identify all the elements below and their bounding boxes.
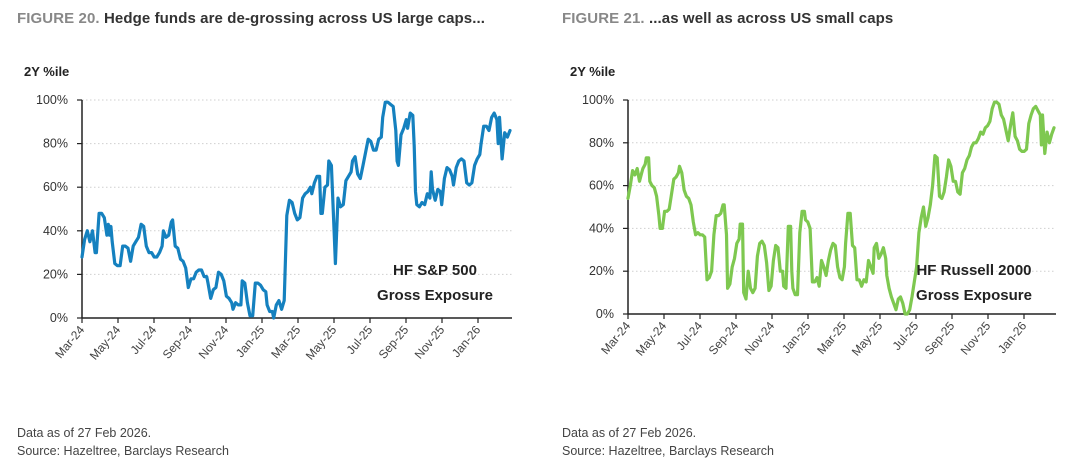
x-tick-label: Jul-24 — [674, 319, 706, 353]
y-tick-label: 60% — [43, 180, 68, 194]
y-tick-label: 100% — [36, 93, 68, 107]
x-tick-label: May-24 — [633, 319, 670, 359]
figure-21-data-as-of: Data as of 27 Feb 2026. — [562, 426, 697, 440]
y-tick-label: 40% — [43, 224, 68, 238]
x-tick-label: Nov-25 — [958, 319, 994, 358]
y-tick-label: 20% — [589, 264, 614, 278]
x-tick-label: Jul-25 — [344, 323, 376, 357]
x-tick-label: Jan-25 — [233, 323, 268, 360]
y-tick-label: 20% — [43, 267, 68, 281]
x-tick-label: Jan-26 — [449, 323, 484, 360]
x-tick-label: Nov-25 — [412, 323, 448, 362]
series-line — [80, 100, 512, 320]
figure-21-panel: FIGURE 21. ...as well as across US small… — [540, 0, 1080, 473]
figure-20-panel: FIGURE 20. Hedge funds are de-grossing a… — [17, 10, 512, 458]
series-annotation: Gross Exposure — [916, 287, 1032, 304]
y-tick-label: 0% — [596, 307, 614, 321]
figure-20-number: FIGURE 20. — [17, 10, 100, 27]
x-tick-label: Jul-24 — [128, 323, 160, 357]
series-annotation: HF Russell 2000 — [916, 262, 1031, 279]
figure-21-title: FIGURE 21. ...as well as across US small… — [562, 10, 893, 27]
y-tick-label: 80% — [589, 136, 614, 150]
series-line — [626, 100, 1056, 316]
x-tick-label: Mar-25 — [814, 319, 849, 357]
x-tick-label: Jul-25 — [890, 319, 922, 353]
x-tick-label: May-25 — [303, 323, 340, 363]
x-tick-label: May-24 — [87, 323, 124, 363]
y-tick-label: 80% — [43, 137, 68, 151]
figure-20-data-as-of: Data as of 27 Feb 2026. — [17, 426, 152, 440]
x-tick-label: Mar-24 — [52, 323, 87, 361]
figure-20-title-text: Hedge funds are de-grossing across US la… — [103, 10, 486, 27]
figure-21-title-text: ...as well as across US small caps — [648, 10, 894, 27]
figure-21-source: Source: Hazeltree, Barclays Research — [562, 444, 774, 458]
figure-21-y-axis-label: 2Y %ile — [570, 64, 616, 79]
figure-21-number: FIGURE 21. — [562, 10, 645, 27]
x-tick-label: Mar-24 — [598, 319, 633, 357]
figure-20-y-axis-label: 2Y %ile — [24, 64, 70, 79]
x-tick-label: Jan-26 — [995, 319, 1030, 356]
series-annotation: HF S&P 500 — [393, 262, 477, 279]
figure-21-chart: 0%20%40%60%80%100%Mar-24 May-24 Jul-24 Sep-… — [582, 93, 1056, 359]
figure-20-chart: 0%20%40%60%80%100%Mar-24 May-24 Jul-24 Sep-… — [36, 93, 512, 363]
x-tick-label: May-25 — [849, 319, 886, 359]
x-tick-label: Sep-25 — [376, 323, 412, 362]
x-tick-label: Nov-24 — [196, 323, 232, 362]
x-tick-label: Nov-24 — [742, 319, 778, 358]
figure-20-source: Source: Hazeltree, Barclays Research — [17, 444, 229, 458]
y-tick-label: 0% — [50, 311, 68, 325]
x-tick-label: Sep-24 — [706, 319, 742, 358]
x-tick-label: Sep-25 — [922, 319, 958, 358]
series-annotation: Gross Exposure — [377, 287, 493, 304]
figure-20-title: FIGURE 20. Hedge funds are de-grossing a… — [17, 10, 485, 27]
x-tick-label: Mar-25 — [268, 323, 303, 361]
x-tick-label: Sep-24 — [160, 323, 196, 362]
x-tick-label: Jan-25 — [779, 319, 814, 356]
y-tick-label: 40% — [589, 221, 614, 235]
y-tick-label: 60% — [589, 179, 614, 193]
y-tick-label: 100% — [582, 93, 614, 107]
